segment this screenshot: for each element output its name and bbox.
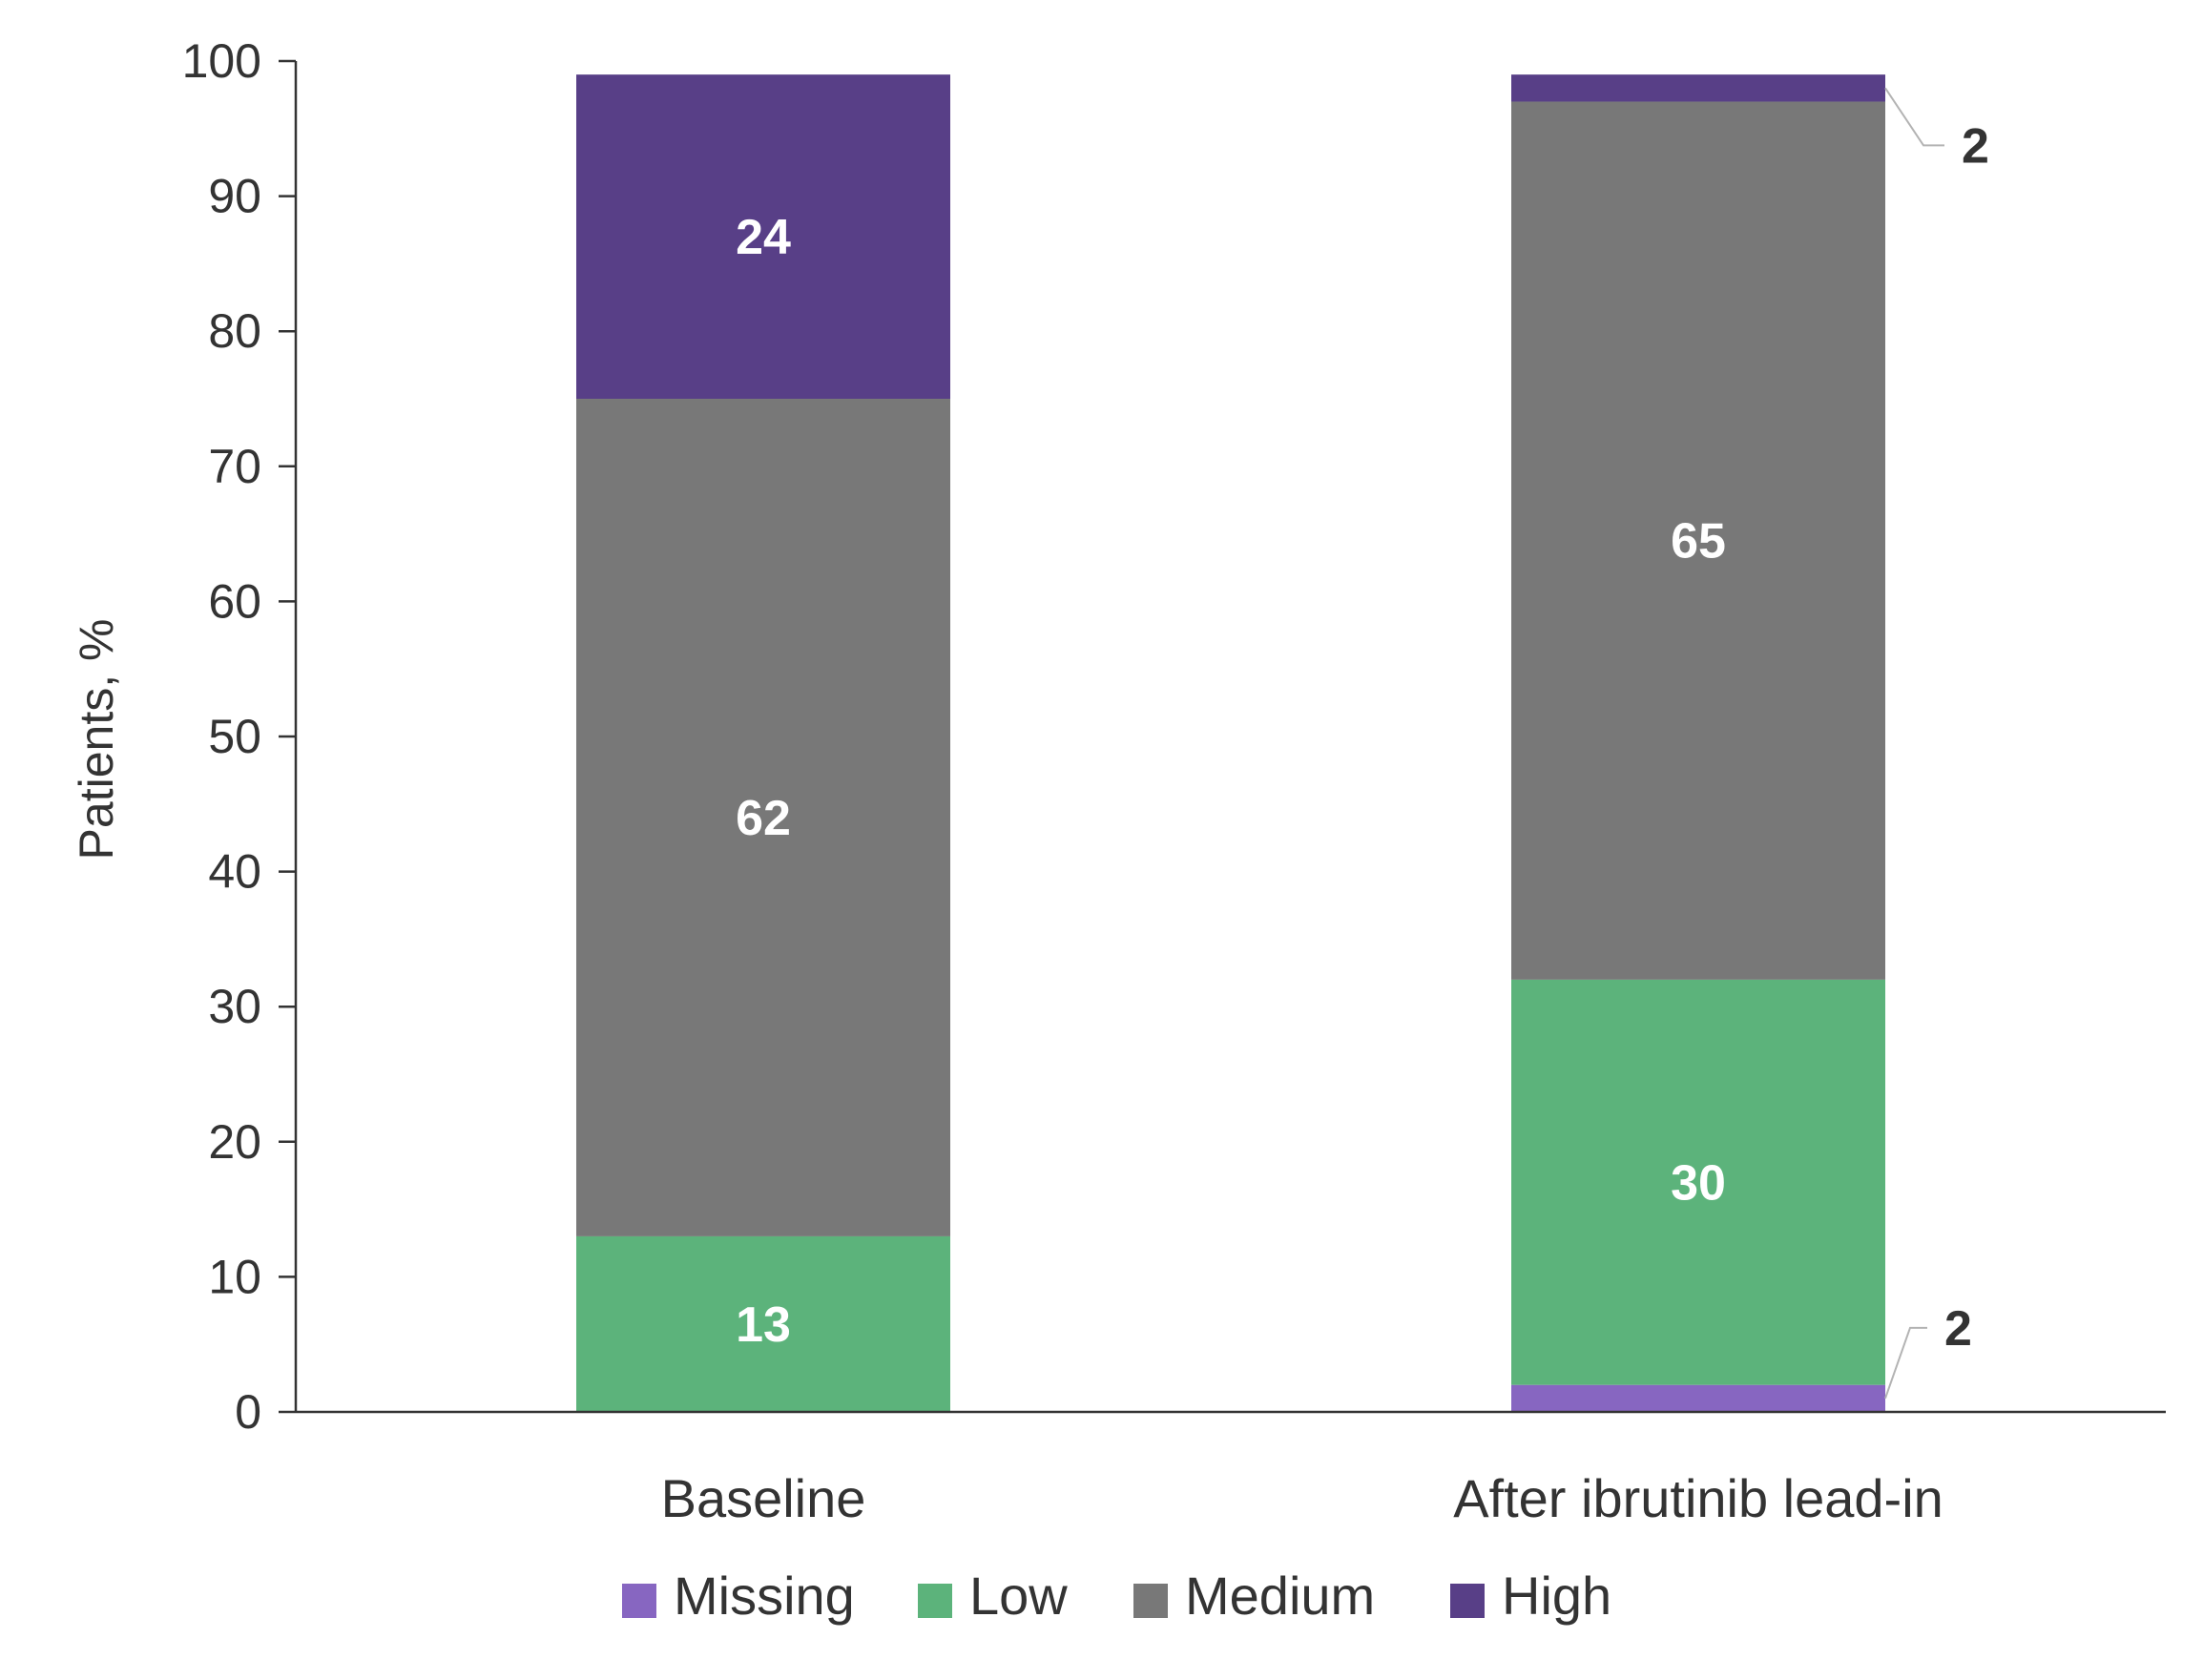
legend-label-low: Low: [969, 1566, 1068, 1626]
legend-label-high: High: [1502, 1566, 1611, 1626]
legend-swatch-low: [918, 1584, 952, 1618]
bar-baseline-high: [576, 74, 950, 399]
y-tick-label: 100: [182, 34, 261, 88]
x-category-label: After ibrutinib lead-in: [1453, 1468, 1943, 1528]
legend-label-medium: Medium: [1185, 1566, 1375, 1626]
legend-swatch-medium: [1133, 1584, 1168, 1618]
data-label: 24: [736, 210, 791, 265]
data-label: 62: [736, 791, 791, 846]
legend-swatch-missing: [622, 1584, 656, 1618]
plot-area: 13 62 24 2 30 65 2: [576, 74, 1989, 1412]
x-category-label: Baseline: [661, 1468, 866, 1528]
data-label: 65: [1671, 514, 1726, 570]
y-tick-label: 80: [208, 304, 261, 358]
y-tick-label: 10: [208, 1250, 261, 1303]
callout-line: [1884, 87, 1944, 147]
bar-after-ibrutinib-lead-in-high: [1511, 74, 1885, 102]
y-tick-label: 40: [208, 845, 261, 899]
y-axis-title: Patients, %: [70, 619, 123, 861]
y-tick-label: 50: [208, 710, 261, 763]
legend-label-missing: Missing: [674, 1566, 855, 1626]
bar-after-ibrutinib-lead-in-missing: [1511, 1384, 1885, 1412]
bar-baseline-low: [576, 1235, 950, 1412]
callout-label: 2: [1944, 1301, 1972, 1357]
x-axis: Baseline After ibrutinib lead-in: [296, 1410, 2166, 1528]
y-tick-label: 30: [208, 980, 261, 1033]
y-axis: 0 10 20 30 40 50 60 70 80 90 100: [182, 34, 298, 1439]
legend: Missing Low Medium High: [622, 1566, 1611, 1626]
bar-after-ibrutinib-lead-in-low: [1511, 979, 1885, 1385]
bar-after-ibrutinib-lead-in-medium: [1511, 101, 1885, 980]
y-tick-label: 0: [235, 1385, 261, 1439]
data-label: 13: [736, 1297, 791, 1353]
y-tick-label: 90: [208, 170, 261, 223]
data-label: 30: [1671, 1155, 1726, 1211]
callout-label: 2: [1962, 118, 1989, 174]
y-tick-label: 20: [208, 1115, 261, 1169]
y-tick-label: 70: [208, 440, 261, 493]
bar-baseline-medium: [576, 399, 950, 1236]
legend-swatch-high: [1450, 1584, 1485, 1618]
callout-line: [1884, 1326, 1927, 1400]
y-tick-label: 60: [208, 574, 261, 628]
